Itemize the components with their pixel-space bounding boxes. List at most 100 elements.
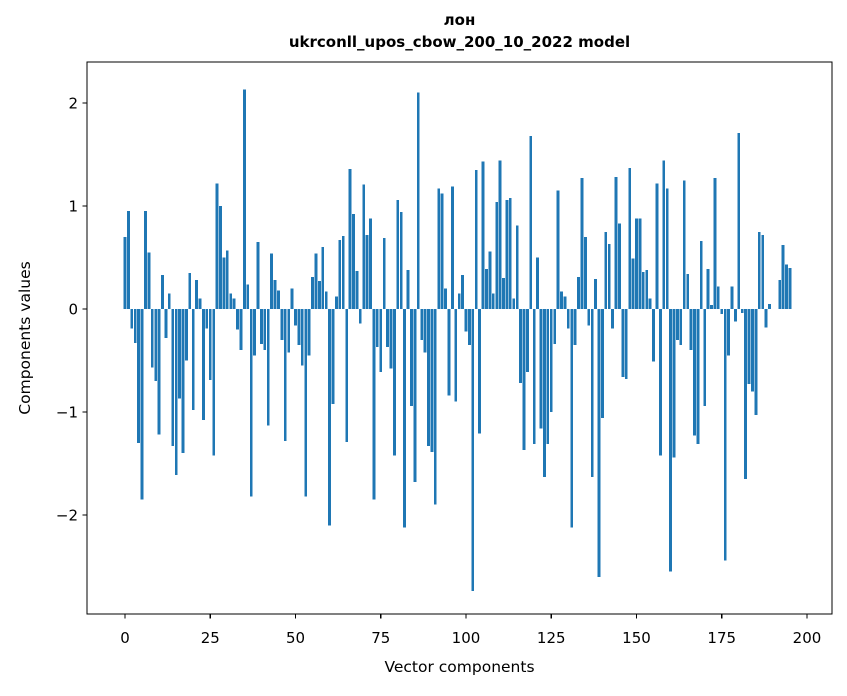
bar bbox=[720, 309, 724, 315]
bar bbox=[232, 298, 236, 309]
bar bbox=[358, 309, 362, 324]
bar bbox=[706, 268, 710, 309]
bar bbox=[491, 293, 495, 309]
bar bbox=[665, 188, 669, 309]
bar bbox=[208, 309, 212, 381]
x-tick-label: 0 bbox=[120, 629, 130, 647]
bar bbox=[246, 284, 250, 309]
bar bbox=[403, 309, 407, 528]
bar bbox=[379, 309, 383, 372]
bar-series bbox=[123, 89, 792, 592]
bar bbox=[352, 214, 355, 309]
bar bbox=[348, 168, 352, 309]
bar bbox=[515, 225, 519, 309]
bar bbox=[283, 309, 287, 441]
bar bbox=[713, 178, 717, 309]
bar bbox=[311, 277, 314, 309]
bar bbox=[188, 272, 192, 309]
bar bbox=[375, 309, 379, 348]
bar bbox=[478, 309, 482, 434]
bar bbox=[205, 309, 209, 329]
bar bbox=[338, 239, 342, 309]
x-tick-label: 25 bbox=[201, 629, 220, 647]
bar bbox=[723, 309, 727, 561]
bar bbox=[314, 253, 318, 309]
bar bbox=[686, 273, 690, 309]
bar bbox=[676, 309, 679, 340]
bar bbox=[300, 309, 304, 366]
bar bbox=[457, 293, 461, 309]
bar bbox=[341, 235, 345, 309]
bar bbox=[355, 270, 359, 309]
bar bbox=[239, 309, 243, 351]
bar bbox=[184, 309, 188, 361]
bar bbox=[604, 231, 608, 309]
bar bbox=[645, 269, 649, 309]
bar bbox=[597, 309, 601, 577]
bar bbox=[161, 275, 164, 309]
bar bbox=[727, 309, 730, 356]
axes-frame bbox=[86, 61, 833, 615]
y-tick-label: 1 bbox=[68, 198, 78, 216]
bar bbox=[464, 309, 468, 332]
bar bbox=[191, 309, 195, 410]
bar bbox=[757, 231, 761, 309]
bar bbox=[468, 309, 471, 346]
bar bbox=[450, 186, 454, 309]
bar bbox=[519, 309, 522, 384]
bar bbox=[219, 206, 222, 309]
bar bbox=[546, 309, 550, 444]
bar bbox=[594, 279, 597, 309]
bar bbox=[335, 296, 338, 309]
bar bbox=[317, 281, 321, 309]
bar bbox=[693, 309, 696, 436]
bar bbox=[369, 218, 372, 309]
bar bbox=[672, 309, 676, 458]
bar bbox=[505, 199, 509, 309]
bar bbox=[583, 236, 587, 309]
bar bbox=[127, 211, 130, 309]
bar bbox=[256, 242, 260, 309]
bar bbox=[263, 309, 267, 351]
bar bbox=[331, 309, 335, 404]
bar bbox=[307, 309, 311, 356]
bar bbox=[144, 211, 147, 309]
bar bbox=[382, 237, 386, 309]
bar bbox=[133, 309, 137, 343]
bar bbox=[461, 275, 464, 309]
bar bbox=[638, 218, 642, 309]
bar bbox=[392, 309, 396, 456]
bar bbox=[137, 309, 141, 443]
bar bbox=[410, 309, 413, 406]
bar bbox=[290, 288, 294, 309]
bar bbox=[202, 309, 205, 421]
bar bbox=[198, 298, 202, 309]
bar bbox=[744, 309, 748, 479]
y-tick-label: 0 bbox=[68, 301, 78, 319]
x-tick-label: 75 bbox=[371, 629, 390, 647]
bar bbox=[512, 298, 516, 309]
bar bbox=[287, 309, 291, 353]
bar bbox=[536, 257, 540, 309]
bar bbox=[751, 309, 754, 392]
bar bbox=[532, 309, 536, 444]
bar bbox=[427, 309, 430, 446]
bar bbox=[474, 169, 478, 309]
y-tick-label: −2 bbox=[56, 507, 78, 525]
bar bbox=[679, 309, 683, 346]
bar bbox=[747, 309, 751, 385]
bar bbox=[508, 197, 512, 309]
bar bbox=[689, 309, 693, 351]
bar bbox=[471, 309, 475, 592]
bar bbox=[447, 309, 451, 396]
y-tick-label: 2 bbox=[68, 95, 78, 113]
bar bbox=[669, 309, 672, 572]
bar bbox=[621, 309, 625, 377]
bar bbox=[150, 309, 154, 368]
bar bbox=[560, 291, 563, 309]
bar bbox=[171, 309, 175, 446]
bar bbox=[365, 234, 369, 309]
bar bbox=[618, 223, 621, 309]
bar bbox=[225, 250, 229, 309]
